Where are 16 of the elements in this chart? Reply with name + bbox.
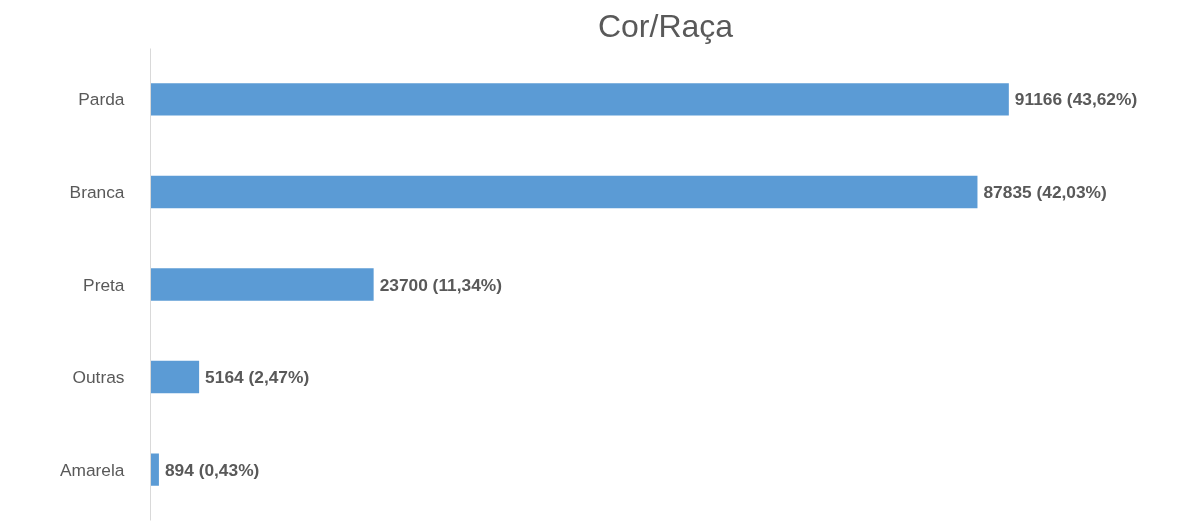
bar [150, 268, 374, 301]
bar [150, 175, 978, 209]
bar [150, 83, 1009, 116]
data-label: 5164 (2,47%) [205, 367, 310, 388]
bar [150, 453, 159, 486]
data-label: 23700 (11,34%) [379, 274, 502, 295]
bar [150, 360, 200, 394]
y-tick-label: Amarela [59, 459, 125, 480]
chart-title: Cor/Raça [597, 7, 734, 44]
y-tick-label: Preta [83, 274, 125, 295]
data-label: 87835 (42,03%) [983, 181, 1107, 202]
y-tick-label: Parda [78, 89, 125, 110]
y-tick-label: Outras [72, 367, 125, 388]
data-label: 894 (0,43%) [164, 459, 260, 480]
data-label: 91166 (43,62%) [1014, 89, 1138, 110]
y-tick-label: Branca [69, 181, 125, 202]
